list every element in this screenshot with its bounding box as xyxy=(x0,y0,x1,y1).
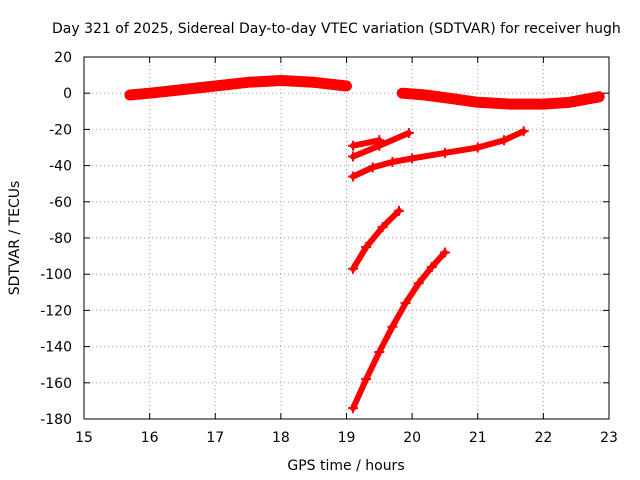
y-tick-label: -80 xyxy=(49,231,72,247)
y-tick-label: -140 xyxy=(40,340,72,356)
y-tick-label: 0 xyxy=(63,86,72,102)
data-point xyxy=(348,171,359,182)
data-series-5 xyxy=(348,126,529,182)
data-point xyxy=(472,142,483,153)
data-point xyxy=(439,247,450,258)
data-point xyxy=(538,99,549,110)
chart-title: Day 321 of 2025, Sidereal Day-to-day VTE… xyxy=(52,21,621,37)
data-point xyxy=(210,80,221,91)
data-point xyxy=(144,88,155,99)
data-point xyxy=(394,205,404,216)
data-point xyxy=(275,75,286,86)
y-tick-label: -20 xyxy=(49,122,72,138)
ticks-layer: 15 16 17 18 19 20 21 22 23 20 0 -20 -40 -60 -80 -100 -12… xyxy=(40,50,618,446)
x-tick-label: 18 xyxy=(272,430,290,446)
y-axis-label: SDTVAR / TECUs xyxy=(7,181,23,296)
data-point xyxy=(387,156,398,167)
y-tick-label: -100 xyxy=(40,267,72,283)
data-point xyxy=(564,97,575,108)
data-point xyxy=(505,99,516,110)
data-point xyxy=(348,263,359,274)
series-trace xyxy=(350,207,402,272)
data-series-1 xyxy=(124,75,352,101)
grid-layer xyxy=(84,57,609,419)
data-series-2 xyxy=(396,87,605,110)
x-tick-label: 19 xyxy=(338,430,356,446)
series-trace xyxy=(124,75,352,101)
data-series-6 xyxy=(348,205,404,274)
x-tick-label: 20 xyxy=(403,430,421,446)
data-point xyxy=(387,321,398,332)
data-point xyxy=(243,77,254,88)
data-point xyxy=(348,151,359,162)
data-point xyxy=(361,374,372,385)
data-point xyxy=(400,298,411,309)
x-axis-label: GPS time / hours xyxy=(287,458,404,474)
data-point xyxy=(308,77,319,88)
data-point xyxy=(348,403,359,414)
data-series-4 xyxy=(348,128,414,162)
data-point xyxy=(361,242,372,253)
x-tick-label: 15 xyxy=(75,430,93,446)
x-tick-label: 16 xyxy=(141,430,159,446)
data-point xyxy=(407,153,418,164)
y-tick-label: -160 xyxy=(40,376,72,392)
data-point xyxy=(367,162,378,173)
y-tick-label: -60 xyxy=(49,195,72,211)
data-point xyxy=(341,80,352,91)
data-point xyxy=(420,90,431,101)
x-tick-label: 17 xyxy=(206,430,224,446)
data-point xyxy=(518,126,529,137)
data-point xyxy=(374,347,385,358)
data-point xyxy=(397,88,408,99)
data-point xyxy=(348,140,359,151)
x-tick-label: 23 xyxy=(600,430,618,446)
y-tick-label: -180 xyxy=(40,412,72,428)
data-series-3 xyxy=(348,135,385,151)
data-point xyxy=(177,84,188,95)
data-point xyxy=(472,97,483,108)
y-tick-label: -120 xyxy=(40,303,72,319)
data-point xyxy=(594,91,605,102)
series-layer xyxy=(124,75,605,414)
data-point xyxy=(426,261,437,272)
data-point xyxy=(377,222,388,233)
data-point xyxy=(124,90,135,101)
y-tick-label: 20 xyxy=(54,50,72,66)
x-tick-label: 21 xyxy=(469,430,487,446)
y-tick-label: -40 xyxy=(49,159,72,175)
x-tick-label: 22 xyxy=(534,430,552,446)
data-point xyxy=(413,278,424,289)
data-point xyxy=(403,128,414,139)
data-point xyxy=(374,140,385,151)
data-series-7 xyxy=(348,247,450,414)
data-point xyxy=(439,147,450,158)
series-trace xyxy=(350,249,448,412)
data-point xyxy=(499,135,509,146)
data-point xyxy=(446,93,457,104)
